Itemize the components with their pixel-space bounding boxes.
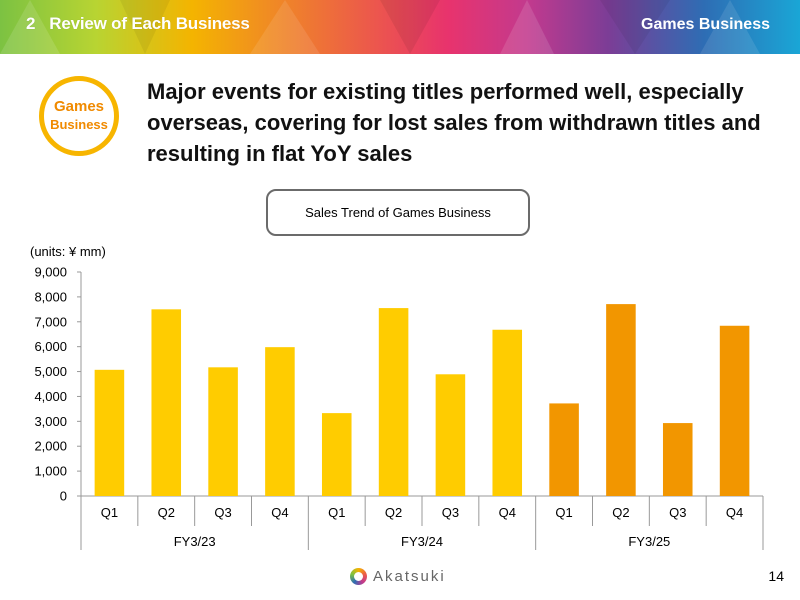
bar-FY3/23-Q1 bbox=[94, 369, 125, 496]
units-label: (units: ¥ mm) bbox=[30, 244, 106, 259]
x-category-label: Q4 bbox=[271, 505, 288, 520]
x-category-label: Q1 bbox=[328, 505, 345, 520]
y-tick-label: 9,000 bbox=[34, 265, 67, 280]
bar-FY3/25-Q4 bbox=[719, 325, 750, 496]
bar-FY3/23-Q3 bbox=[208, 367, 238, 496]
business-title: Games Business bbox=[641, 16, 770, 33]
y-tick-label: 4,000 bbox=[34, 389, 67, 404]
header-banner: 2 Review of Each Business Games Business bbox=[0, 0, 800, 54]
akatsuki-logo: Akatsuki bbox=[350, 568, 446, 585]
x-category-label: Q3 bbox=[669, 505, 686, 520]
logo-text: Akatsuki bbox=[373, 568, 446, 585]
games-business-badge: Games Business bbox=[39, 76, 119, 156]
y-tick-label: 3,000 bbox=[34, 414, 67, 429]
bar-FY3/23-Q2 bbox=[151, 309, 182, 496]
bar-FY3/25-Q1 bbox=[549, 403, 579, 496]
x-category-label: Q4 bbox=[499, 505, 516, 520]
x-group-label: FY3/25 bbox=[628, 534, 670, 549]
banner-decoration bbox=[500, 0, 554, 54]
bar-FY3/25-Q3 bbox=[662, 423, 693, 496]
y-tick-label: 6,000 bbox=[34, 339, 67, 354]
banner-decoration bbox=[120, 0, 170, 54]
bar-FY3/24-Q3 bbox=[435, 374, 466, 496]
x-group-label: FY3/23 bbox=[174, 534, 216, 549]
x-category-label: Q1 bbox=[101, 505, 118, 520]
banner-decoration bbox=[380, 0, 440, 54]
x-group-label: FY3/24 bbox=[401, 534, 443, 549]
y-tick-label: 7,000 bbox=[34, 314, 67, 329]
banner-decoration bbox=[0, 0, 60, 54]
banner-decoration bbox=[250, 0, 320, 54]
bar-FY3/24-Q2 bbox=[378, 308, 409, 496]
bar-FY3/23-Q4 bbox=[265, 347, 295, 496]
banner-decoration bbox=[600, 0, 670, 54]
section-title: Review of Each Business bbox=[49, 14, 250, 33]
bar-FY3/25-Q2 bbox=[606, 304, 636, 496]
chart-title: Sales Trend of Games Business bbox=[266, 189, 530, 236]
badge-line-2: Business bbox=[50, 117, 108, 132]
badge-line-1: Games bbox=[53, 98, 105, 115]
x-category-label: Q1 bbox=[555, 505, 572, 520]
x-category-label: Q4 bbox=[726, 505, 743, 520]
bar-FY3/24-Q4 bbox=[492, 329, 523, 496]
y-tick-label: 5,000 bbox=[34, 364, 67, 379]
x-category-label: Q2 bbox=[158, 505, 175, 520]
x-category-label: Q2 bbox=[385, 505, 402, 520]
y-tick-label: 0 bbox=[60, 489, 67, 504]
headline: Major events for existing titles perform… bbox=[147, 79, 761, 166]
y-tick-label: 2,000 bbox=[34, 439, 67, 454]
x-category-label: Q2 bbox=[612, 505, 629, 520]
x-category-label: Q3 bbox=[214, 505, 231, 520]
page-number: 14 bbox=[768, 568, 784, 584]
bar-FY3/24-Q1 bbox=[321, 413, 352, 496]
banner-decoration bbox=[700, 0, 760, 54]
section-heading: 2 Review of Each Business bbox=[26, 14, 250, 34]
section-number: 2 bbox=[26, 14, 36, 33]
y-tick-label: 1,000 bbox=[34, 464, 67, 479]
y-tick-label: 8,000 bbox=[34, 289, 67, 304]
akatsuki-logo-icon bbox=[350, 568, 367, 585]
x-category-label: Q3 bbox=[442, 505, 459, 520]
